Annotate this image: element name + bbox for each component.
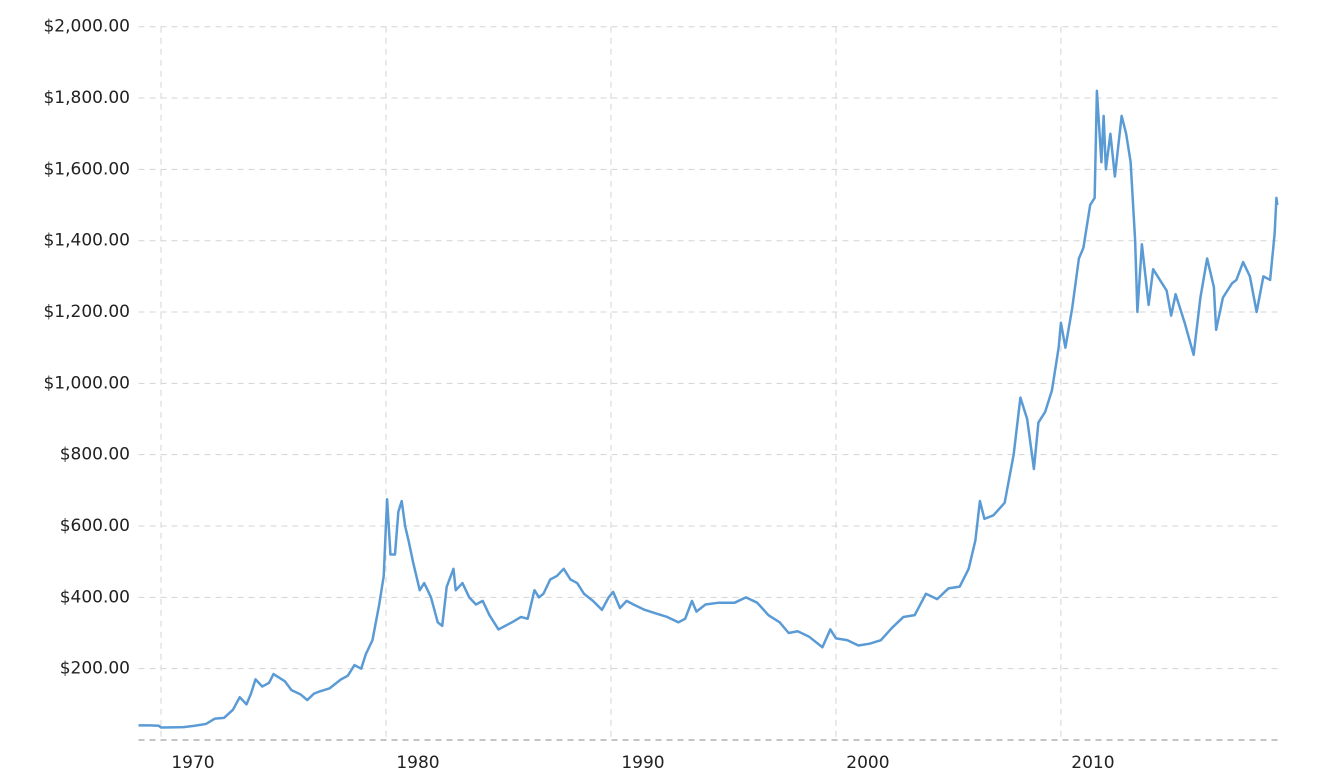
- y-tick-label: $1,200.00: [43, 302, 130, 322]
- x-tick-label: 1970: [171, 753, 214, 773]
- y-tick-label: $1,400.00: [43, 231, 130, 251]
- y-tick-label: $1,000.00: [43, 373, 130, 393]
- y-tick-label: $800.00: [60, 445, 130, 465]
- y-tick-label: $400.00: [60, 587, 130, 607]
- price-line: [138, 89, 1279, 729]
- y-tick-label: $2,000.00: [43, 17, 130, 37]
- x-tick-label: 1980: [396, 753, 439, 773]
- y-tick-label: $1,800.00: [43, 88, 130, 108]
- x-tick-label: 1990: [621, 753, 664, 773]
- y-tick-label: $200.00: [60, 659, 130, 679]
- x-tick-label: 2010: [1071, 753, 1114, 773]
- x-tick-label: 2000: [846, 753, 889, 773]
- y-tick-label: $1,600.00: [43, 159, 130, 179]
- y-tick-label: $600.00: [60, 516, 130, 536]
